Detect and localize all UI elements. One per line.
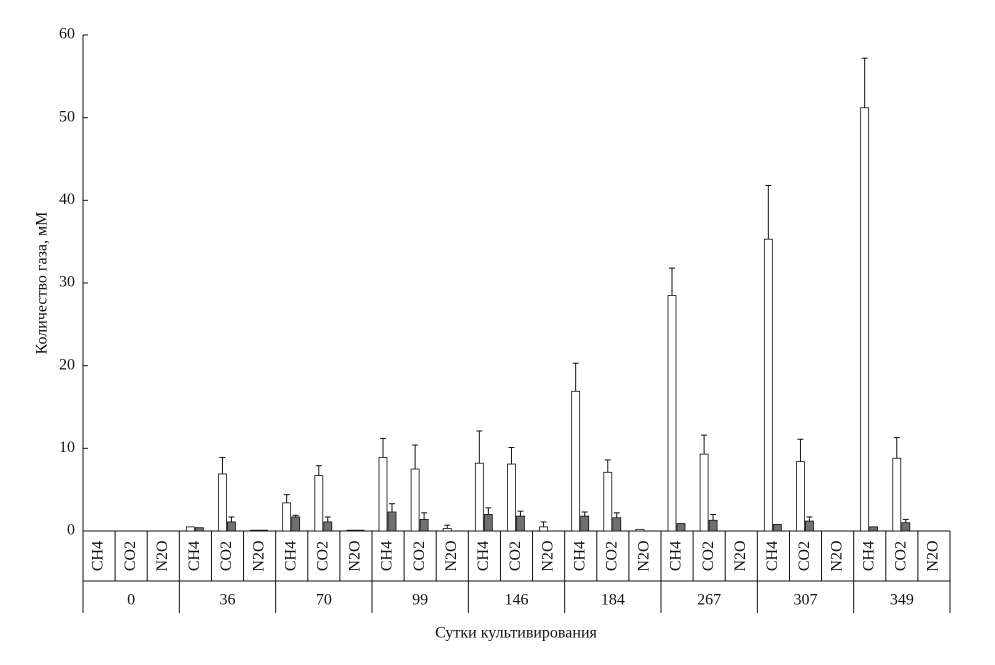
y-axis-title: Количество газа, мМ xyxy=(34,212,51,355)
category-label: N2O xyxy=(154,540,171,571)
group-label: 307 xyxy=(794,592,818,609)
category-label: N2O xyxy=(539,540,556,571)
bar xyxy=(635,528,645,532)
bar xyxy=(474,462,484,532)
y-tick-label: 20 xyxy=(59,356,75,373)
category-label: CO2 xyxy=(122,541,139,571)
bar xyxy=(901,522,911,532)
category-label: N2O xyxy=(732,540,749,571)
bar xyxy=(355,529,365,532)
category-label: CO2 xyxy=(507,541,524,571)
bar xyxy=(772,523,782,532)
group-label: 0 xyxy=(127,592,135,609)
category-label: CH4 xyxy=(860,541,877,571)
bar xyxy=(796,461,805,532)
bar xyxy=(580,515,590,532)
category-label: N2O xyxy=(250,540,267,571)
y-tick-label: 40 xyxy=(59,191,75,208)
group-label: 267 xyxy=(697,592,721,609)
bar xyxy=(250,529,259,532)
bar xyxy=(346,529,356,532)
category-label: CO2 xyxy=(315,541,332,571)
bar xyxy=(442,528,452,532)
bar xyxy=(218,473,227,532)
category-label: CO2 xyxy=(604,541,621,571)
category-label: N2O xyxy=(828,540,845,571)
bar xyxy=(763,238,773,532)
bar xyxy=(603,471,613,532)
category-label: CH4 xyxy=(475,541,492,571)
category-label: CH4 xyxy=(90,541,107,571)
bar xyxy=(667,294,677,532)
bar xyxy=(507,463,516,532)
category-label: CH4 xyxy=(186,541,203,571)
bar xyxy=(323,521,333,532)
y-tick-label: 50 xyxy=(59,108,75,125)
bar xyxy=(571,390,581,532)
group-label: 99 xyxy=(412,592,428,609)
y-tick-label: 0 xyxy=(67,522,75,539)
category-label: CH4 xyxy=(379,541,396,571)
bar xyxy=(282,502,292,532)
category-label: N2O xyxy=(347,540,364,571)
bar xyxy=(410,468,420,532)
category-label: N2O xyxy=(443,540,460,571)
group-label: 70 xyxy=(316,592,332,609)
category-label: CO2 xyxy=(893,541,910,571)
y-tick-label: 30 xyxy=(59,274,75,291)
y-tick-label: 10 xyxy=(59,439,75,456)
category-label: CH4 xyxy=(764,541,781,571)
category-label: CH4 xyxy=(282,541,299,571)
x-axis-title: Сутки культивирования xyxy=(435,625,597,642)
bar xyxy=(483,514,493,532)
group-label: 146 xyxy=(505,592,529,609)
bar xyxy=(708,519,718,532)
bar xyxy=(194,527,204,532)
category-label: CH4 xyxy=(571,541,588,571)
bar xyxy=(699,453,709,532)
bar xyxy=(612,517,622,532)
bar xyxy=(291,516,301,532)
bar xyxy=(227,521,236,532)
bar xyxy=(185,526,195,532)
category-label: N2O xyxy=(925,540,942,571)
category-label: N2O xyxy=(636,540,653,571)
category-label: CO2 xyxy=(411,541,428,571)
bar xyxy=(516,515,525,532)
bar xyxy=(387,511,397,532)
bar xyxy=(259,529,268,532)
group-label: 349 xyxy=(890,592,914,609)
bar xyxy=(539,526,548,532)
category-label: CO2 xyxy=(218,541,235,571)
y-tick-label: 60 xyxy=(59,26,75,43)
bar xyxy=(892,457,902,532)
bar xyxy=(860,107,870,532)
bar xyxy=(805,520,814,532)
bar xyxy=(378,457,388,532)
bar xyxy=(676,523,686,532)
category-label: CO2 xyxy=(700,541,717,571)
group-label: 184 xyxy=(601,592,625,609)
bar xyxy=(419,519,429,532)
bar xyxy=(314,475,324,532)
bar xyxy=(869,526,879,532)
category-label: CH4 xyxy=(668,541,685,571)
category-label: CO2 xyxy=(796,541,813,571)
group-label: 36 xyxy=(220,592,236,609)
